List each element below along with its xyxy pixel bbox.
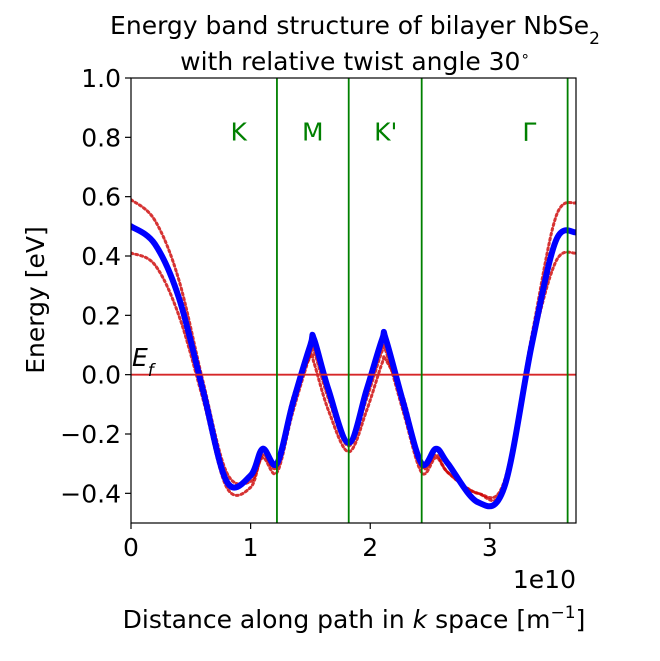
fermi-label-sub: f <box>148 361 157 381</box>
y-tick-label-6: 0.8 <box>81 123 121 152</box>
y-tick-label-4: 0.4 <box>81 242 121 271</box>
y-tick-label-3: 0.2 <box>81 301 121 330</box>
x-axis-ticks: 0 1 2 3 <box>123 523 498 562</box>
x-tick-label-0: 0 <box>123 533 139 562</box>
symmetry-label-1: M <box>302 117 324 146</box>
x-axis-label-sup: −1 <box>551 603 576 623</box>
chart-title-line1: Energy band structure of bilayer NbSe2 <box>110 11 600 49</box>
title-subscript: 2 <box>589 29 600 49</box>
plot-frame <box>130 77 577 524</box>
x-tick-label-2: 2 <box>362 533 378 562</box>
symmetry-label-3: Γ <box>522 117 536 146</box>
chart-title-line2: with relative twist angle 30∘ <box>180 47 530 76</box>
x-tick-label-1: 1 <box>243 533 259 562</box>
overlay-layer <box>131 78 576 523</box>
y-tick-label-0: −0.4 <box>60 479 121 508</box>
symmetry-label-2: K' <box>374 117 397 146</box>
symmetry-labels: K M K' Γ <box>230 117 536 146</box>
y-axis-ticks: −0.4 −0.2 0.0 0.2 0.4 0.6 0.8 1.0 <box>60 64 131 508</box>
y-tick-label-5: 0.6 <box>81 183 121 212</box>
y-tick-label-1: −0.2 <box>60 420 121 449</box>
y-tick-label-2: 0.0 <box>81 361 121 390</box>
y-axis-label: Energy [eV] <box>21 226 50 373</box>
x-axis-label-k: k <box>413 605 429 634</box>
fermi-label: Ef <box>132 343 157 381</box>
x-axis-label: Distance along path in k space [m−1] <box>123 603 586 634</box>
x-offset-label: 1e10 <box>513 565 576 594</box>
title-degree: ∘ <box>520 47 529 65</box>
symmetry-label-0: K <box>230 117 247 146</box>
band-series-0 <box>131 223 576 510</box>
x-tick-label-3: 3 <box>482 533 498 562</box>
y-tick-label-7: 1.0 <box>81 64 121 93</box>
